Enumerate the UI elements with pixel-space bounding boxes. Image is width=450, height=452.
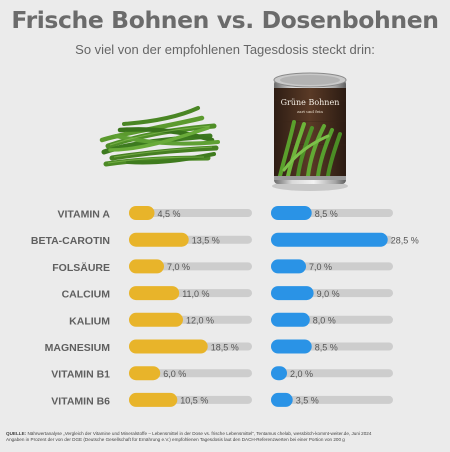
page-title: Frische Bohnen vs. Dosenbohnen: [11, 6, 439, 34]
canned-value-label: 8,5 %: [315, 342, 338, 352]
can-label-sub: zart und fein: [297, 109, 323, 114]
can-label-main: Grüne Bohnen: [281, 98, 340, 107]
fresh-bar: [129, 392, 178, 407]
nutrient-label: BETA-CAROTIN: [31, 235, 110, 247]
canned-beans-image: Grüne Bohnen zart und fein: [272, 72, 348, 191]
nutrient-label: KALIUM: [69, 315, 110, 327]
canned-value-label: 7,0 %: [309, 262, 332, 272]
fresh-bar: [129, 259, 164, 274]
canned-value-label: 3,5 %: [296, 396, 319, 406]
canned-bar: [271, 312, 310, 327]
page-subtitle: So viel von der empfohlenen Tagesdosis s…: [75, 42, 375, 57]
fresh-bar: [129, 339, 208, 354]
canned-bar: [271, 392, 293, 407]
nutrient-label: VITAMIN B1: [51, 369, 110, 381]
fresh-bar: [129, 206, 155, 220]
canned-bar-track: [271, 395, 393, 404]
fresh-bar: [129, 286, 180, 301]
fresh-bar: [129, 312, 183, 327]
nutrient-chart: VITAMIN A 4,5 % 8,5 % BETA-CAROTIN 13,5 % 28,…: [31, 206, 419, 407]
source-line-1: Nährwertanalyse „Vergleich der Vitamine …: [27, 431, 372, 436]
canned-bar: [271, 206, 312, 220]
fresh-value-label: 12,0 %: [186, 316, 214, 326]
fresh-bar-track: [129, 209, 252, 217]
nutrient-label: CALCIUM: [62, 289, 111, 301]
canned-value-label: 28,5 %: [391, 236, 419, 246]
canned-value-label: 2,0 %: [290, 369, 313, 379]
nutrient-label: FOLSÄURE: [52, 261, 110, 274]
canned-value-label: 9,0 %: [317, 289, 340, 299]
nutrient-label: VITAMIN A: [58, 209, 111, 221]
nutrient-label: MAGNESIUM: [45, 342, 111, 354]
canned-value-label: 8,0 %: [313, 316, 336, 326]
fresh-beans-image: [99, 106, 220, 167]
canned-bar: [271, 232, 388, 247]
canned-value-label: 8,5 %: [315, 209, 338, 219]
source-line-2: Angaben in Prozent der von der DGE (Deut…: [6, 437, 345, 442]
fresh-bar: [129, 366, 161, 381]
canned-bar-track: [271, 369, 393, 378]
fresh-value-label: 7,0 %: [167, 262, 190, 272]
fresh-value-label: 6,0 %: [163, 369, 186, 379]
fresh-value-label: 10,5 %: [180, 396, 208, 406]
fresh-value-label: 11,0 %: [182, 289, 209, 299]
canned-bar: [271, 366, 287, 381]
fresh-bar: [129, 232, 189, 247]
canned-bar: [271, 339, 312, 354]
source-note: QUELLE: Nährwertanalyse „Vergleich der V…: [6, 431, 446, 443]
fresh-value-label: 13,5 %: [192, 236, 220, 246]
source-label: QUELLE:: [6, 431, 27, 436]
canned-bar: [271, 259, 306, 274]
canned-bar: [271, 286, 314, 301]
fresh-value-label: 4,5 %: [158, 209, 181, 219]
nutrient-label: VITAMIN B6: [51, 395, 110, 407]
fresh-value-label: 18,5 %: [211, 342, 239, 352]
